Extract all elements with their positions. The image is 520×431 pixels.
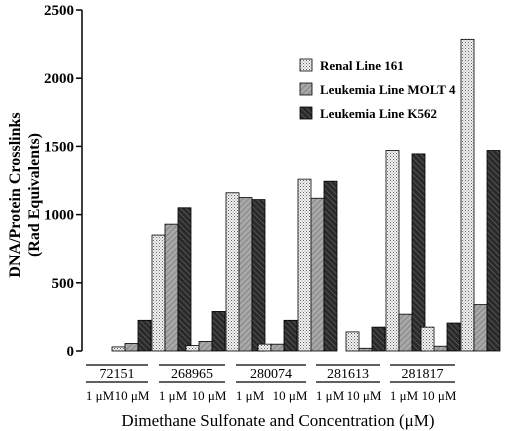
bar-268965-low-2 [211, 311, 226, 352]
conc-label-low: 1 μM [390, 388, 419, 403]
y-tick-label: 2000 [44, 71, 74, 87]
y-tick-label: 1500 [44, 139, 74, 155]
bar-268965-low-1 [198, 341, 213, 352]
bar-281613-high-0 [385, 150, 400, 352]
bar-281817-low-2 [446, 322, 461, 352]
y-axis: 0 500 1000 1500 2000 2500 [44, 3, 82, 360]
bar-280074-high-1 [310, 197, 325, 352]
conc-label-high: 10 μM [192, 388, 227, 403]
bar-72151-high-1 [164, 223, 179, 352]
bar-281613-high-1 [398, 313, 413, 352]
y-axis-title: DNA/Protein Crosslinks (Rad Equivalents) [7, 112, 43, 277]
x-axis-title: Dimethane Sulfonate and Concentration (μ… [121, 411, 434, 430]
bar-280074-high-2 [323, 180, 338, 352]
legend-swatch [299, 82, 313, 96]
conc-label-low: 1 μM [316, 388, 345, 403]
legend-label: Leukemia Line MOLT 4 [320, 82, 456, 97]
bar-281613-low-2 [371, 326, 386, 352]
y-axis-title-line2: (Rad Equivalents) [26, 133, 43, 257]
bar-281613-high-2 [411, 153, 426, 352]
y-tick-label: 500 [52, 276, 75, 292]
conc-label-low: 1 μM [159, 388, 188, 403]
y-axis-title-line1: DNA/Protein Crosslinks [7, 112, 24, 277]
bar-281817-low-1 [433, 345, 448, 352]
y-tick-label: 1000 [44, 208, 74, 224]
bar-72151-high-2 [177, 207, 192, 352]
legend-swatch [299, 106, 313, 120]
bar-72151-low-0 [111, 346, 126, 352]
conc-label-high: 10 μM [273, 388, 308, 403]
bar-281817-high-1 [473, 304, 488, 352]
group-label: 268965 [171, 367, 213, 382]
bar-281817-high-2 [486, 150, 501, 352]
bar-281613-low-0 [345, 331, 360, 352]
bar-72151-low-2 [137, 319, 152, 352]
bar-268965-high-1 [238, 197, 253, 352]
bar-281613-low-1 [358, 347, 373, 352]
legend-label: Renal Line 161 [320, 58, 404, 73]
conc-label-low: 1 μM [86, 388, 115, 403]
conc-label-high: 10 μM [347, 388, 382, 403]
group-label: 281817 [402, 367, 444, 382]
bar-280074-high-0 [297, 178, 312, 352]
legend-label: Leukemia Line K562 [320, 106, 437, 121]
group-label: 72151 [100, 367, 135, 382]
group-label: 281613 [327, 367, 369, 382]
bar-280074-low-2 [283, 319, 298, 352]
bar-280074-low-1 [270, 343, 285, 352]
group-label: 280074 [250, 367, 292, 382]
bar-281817-low-0 [420, 326, 435, 352]
bar-268965-high-0 [225, 192, 240, 352]
bar-268965-high-2 [251, 199, 266, 352]
y-tick-label: 0 [67, 344, 75, 360]
conc-label-low: 1 μM [236, 388, 265, 403]
legend: Renal Line 161 Leukemia Line MOLT 4 Leukem… [299, 58, 456, 121]
legend-swatch [299, 58, 313, 72]
bar-72151-high-0 [151, 234, 166, 352]
conc-label-high: 10 μM [422, 388, 457, 403]
bar-268965-low-0 [185, 345, 200, 352]
conc-label-high: 10 μM [115, 388, 150, 403]
bar-280074-low-0 [257, 343, 272, 352]
bar-281817-high-0 [460, 38, 475, 352]
bar-72151-low-1 [124, 343, 139, 352]
bars [111, 38, 501, 352]
y-tick-label: 2500 [44, 3, 74, 19]
